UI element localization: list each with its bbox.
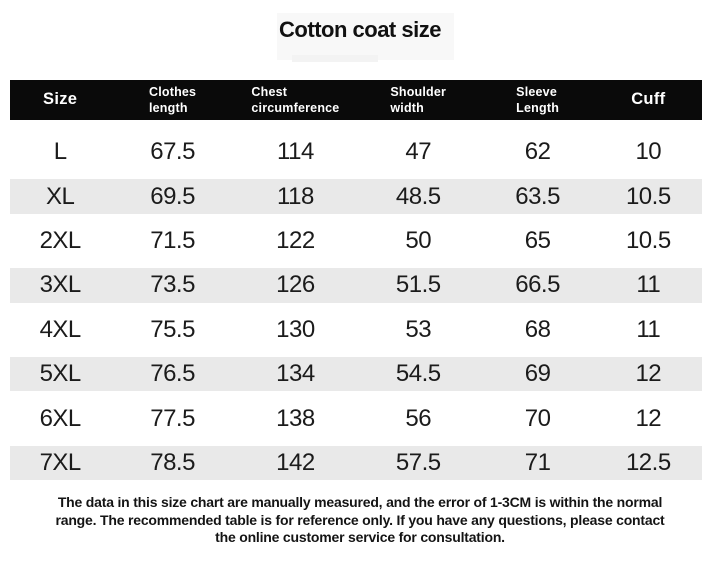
footer-note-line: the online customer service for consulta… [215,529,505,545]
cell-shoulder-width: 53 [405,315,432,343]
table-row: 2XL 71.5 122 50 65 10.5 [10,219,702,263]
watermark-ghost [292,55,378,62]
column-header-cuff: Cuff [595,80,702,120]
column-header-label: Size [43,90,78,109]
cell-size: 5XL [39,360,82,388]
column-header-clothes-length: Clothes length [110,80,235,120]
cell-sleeve-length: 70 [524,404,551,432]
column-header-label: Sleeve Length [516,84,560,115]
column-header-label: Cuff [631,90,666,109]
cell-chest-circumference: 142 [276,448,315,476]
cell-shoulder-width: 48.5 [395,182,441,210]
cell-clothes-length: 77.5 [150,404,195,432]
watermark-ghost [277,13,454,60]
column-header-label: Clothes length [148,84,197,115]
cell-cuff: 11 [636,271,661,299]
column-header-label: Shoulder width [390,84,447,115]
table-row: 6XL 77.5 138 56 70 12 [10,396,702,440]
table-row: 5XL 76.5 134 54.5 69 12 [10,352,702,396]
table-row: 3XL 73.5 126 51.5 66.5 11 [10,263,702,307]
cell-size: 7XL [39,448,82,476]
cell-sleeve-length: 66.5 [515,271,560,299]
cell-chest-circumference: 134 [276,360,315,388]
cell-chest-circumference: 118 [277,182,314,210]
cell-size: 2XL [39,226,82,254]
cell-shoulder-width: 47 [405,138,432,166]
footer-note-line: range. The recommended table is for refe… [55,511,665,528]
cell-clothes-length: 75.5 [150,315,195,343]
table-row: L 67.5 114 47 62 10 [10,130,702,174]
cell-clothes-length: 67.5 [150,138,195,166]
cell-shoulder-width: 56 [405,404,432,432]
table-row: XL 69.5 118 48.5 63.5 10.5 [10,174,702,218]
column-header-sleeve-length: Sleeve Length [481,80,595,120]
cell-size: XL [45,182,75,210]
cell-size: 6XL [39,404,82,432]
cell-sleeve-length: 69 [524,360,551,388]
cell-cuff: 12 [635,404,662,432]
footer-note-line: The data in this size chart are manually… [57,494,663,510]
cell-shoulder-width: 54.5 [395,360,441,388]
table-body: L 67.5 114 47 62 10 XL 69.5 118 48.5 63.… [10,130,702,485]
footer-note: The data in this size chart are manually… [0,494,720,547]
cell-chest-circumference: 114 [277,138,314,166]
cell-sleeve-length: 65 [524,226,551,254]
cell-clothes-length: 78.5 [150,448,195,476]
cell-chest-circumference: 122 [276,226,315,254]
column-header-chest-circumference: Chest circumference [235,80,356,120]
cell-size: 4XL [39,315,82,343]
cell-sleeve-length: 71 [524,448,551,476]
table-header-row: Size Clothes length Chest circumference Sh… [10,80,702,120]
column-header-label: Chest circumference [251,84,340,115]
cell-clothes-length: 76.5 [150,360,195,388]
column-header-shoulder-width: Shoulder width [356,80,481,120]
cell-shoulder-width: 50 [405,226,432,254]
cell-clothes-length: 71.5 [150,226,195,254]
cell-sleeve-length: 68 [524,315,551,343]
table-row: 7XL 78.5 142 57.5 71 12.5 [10,441,702,485]
page-title: Cotton coat size [279,17,441,42]
cell-chest-circumference: 138 [276,404,315,432]
size-table: Size Clothes length Chest circumference Sh… [10,80,702,485]
cell-sleeve-length: 63.5 [515,182,560,210]
cell-size: L [53,138,67,166]
cell-cuff: 10 [635,138,662,166]
cell-cuff: 10.5 [625,182,671,210]
cell-cuff: 11 [636,315,661,343]
cell-cuff: 12.5 [625,448,671,476]
cell-chest-circumference: 130 [276,315,315,343]
cell-cuff: 10.5 [625,226,671,254]
cell-cuff: 12 [635,360,662,388]
column-header-size: Size [10,80,110,120]
cell-shoulder-width: 57.5 [395,448,441,476]
table-row: 4XL 75.5 130 53 68 11 [10,308,702,352]
cell-chest-circumference: 126 [276,271,315,299]
cell-sleeve-length: 62 [524,138,551,166]
cell-clothes-length: 73.5 [150,271,195,299]
cell-size: 3XL [39,271,82,299]
cell-shoulder-width: 51.5 [395,271,441,299]
cell-clothes-length: 69.5 [150,182,195,210]
